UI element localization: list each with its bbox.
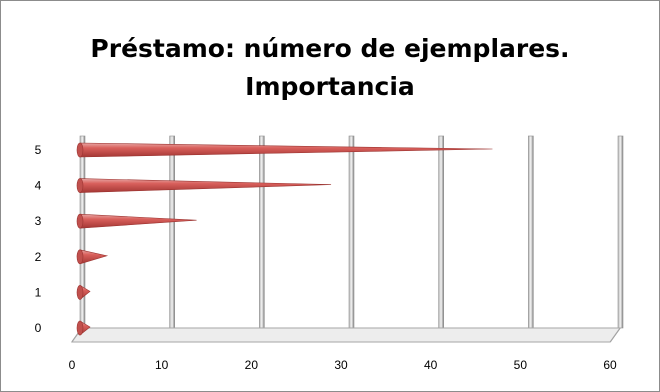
chart-floor bbox=[71, 327, 621, 343]
y-tick-label: 3 bbox=[35, 214, 42, 228]
bars bbox=[76, 142, 493, 336]
bar-base bbox=[76, 249, 84, 265]
gridline bbox=[169, 135, 175, 329]
x-tick-label: 60 bbox=[603, 358, 617, 372]
y-axis-ticks: 0 1 2 3 4 5 bbox=[35, 143, 42, 335]
gridline bbox=[438, 135, 444, 329]
bar-base bbox=[76, 178, 84, 193]
gridline bbox=[528, 135, 534, 329]
bar-base bbox=[76, 213, 84, 229]
bar-cone bbox=[79, 213, 197, 229]
y-tick-label: 2 bbox=[35, 250, 42, 264]
x-tick-label: 0 bbox=[69, 358, 76, 372]
gridline bbox=[617, 135, 624, 329]
bar-cone bbox=[79, 142, 493, 158]
bar-base bbox=[76, 320, 84, 336]
x-tick-label: 50 bbox=[514, 358, 528, 372]
chart-title-line-1: Préstamo: número de ejemplares. bbox=[90, 34, 570, 63]
x-tick-label: 40 bbox=[424, 358, 438, 372]
x-tick-label: 10 bbox=[155, 358, 169, 372]
y-tick-label: 4 bbox=[35, 179, 42, 193]
y-tick-label: 0 bbox=[35, 321, 42, 335]
gridline bbox=[348, 135, 355, 329]
x-tick-label: 20 bbox=[245, 358, 259, 372]
floor-plane bbox=[71, 327, 621, 343]
chart-title: Préstamo: número de ejemplares. Importan… bbox=[0, 30, 660, 106]
bar-cone bbox=[79, 178, 332, 193]
gridlines bbox=[71, 135, 624, 343]
y-tick-label: 5 bbox=[35, 143, 42, 157]
gridline bbox=[259, 135, 265, 329]
x-tick-label: 30 bbox=[334, 358, 348, 372]
y-tick-label: 1 bbox=[35, 285, 42, 299]
bar-cone bbox=[79, 249, 109, 265]
bar-base bbox=[76, 142, 84, 158]
chart-title-line-2: Importancia bbox=[245, 72, 415, 101]
x-axis-ticks: 0 10 20 30 40 50 60 bbox=[69, 358, 617, 372]
bar-base bbox=[76, 285, 84, 300]
